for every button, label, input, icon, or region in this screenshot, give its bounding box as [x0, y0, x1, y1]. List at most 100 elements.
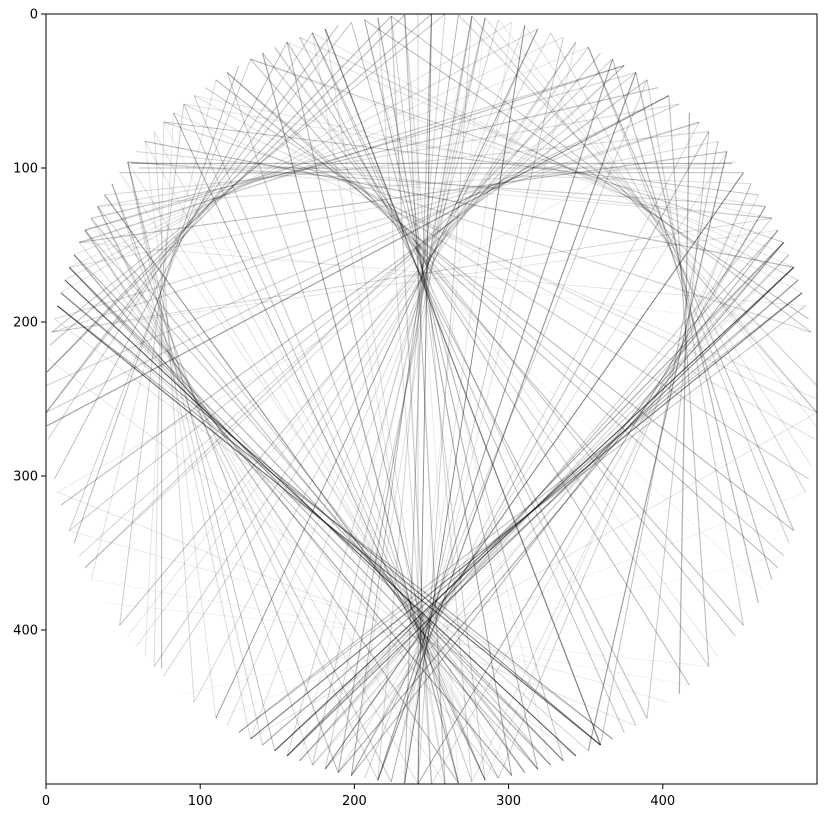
string-line — [299, 229, 779, 762]
string-line — [635, 72, 760, 604]
string-line — [324, 242, 785, 770]
string-line — [417, 206, 766, 784]
x-tick-label: 200 — [342, 794, 367, 809]
string-line — [68, 58, 251, 531]
string-line — [431, 206, 766, 784]
string-line — [350, 229, 779, 776]
string-line — [417, 206, 766, 784]
string-line — [274, 279, 799, 752]
string-line — [364, 19, 552, 766]
string-line — [64, 28, 539, 281]
string-line — [350, 14, 459, 776]
string-line — [84, 229, 459, 784]
string-line — [390, 41, 577, 783]
string-line — [274, 46, 710, 667]
string-line — [364, 19, 539, 770]
string-line — [127, 161, 766, 208]
string-line — [69, 36, 564, 268]
string-line — [311, 17, 486, 766]
string-line — [111, 183, 313, 766]
string-line — [127, 161, 512, 776]
string-line — [127, 161, 263, 746]
string-line — [377, 17, 433, 784]
x-tick-label: 300 — [496, 794, 521, 809]
string-line — [97, 206, 392, 783]
string-line — [286, 266, 795, 757]
string-line — [46, 22, 352, 413]
string-line — [377, 72, 637, 781]
string-line — [64, 279, 577, 757]
string-line — [404, 14, 473, 782]
string-line — [90, 86, 659, 219]
string-line — [193, 32, 552, 703]
y-tick-label: 0 — [30, 8, 38, 23]
string-line — [498, 19, 817, 427]
string-line — [324, 172, 744, 770]
string-line — [46, 25, 339, 413]
string-line — [97, 161, 736, 208]
string-line — [274, 267, 795, 752]
string-line — [68, 72, 637, 532]
string-line — [46, 103, 680, 387]
string-line — [404, 14, 473, 782]
string-line — [611, 58, 773, 580]
string-line — [119, 52, 601, 626]
string-line — [404, 14, 459, 784]
string-line — [51, 121, 700, 333]
string-line — [64, 279, 577, 757]
string-line — [60, 22, 512, 294]
string-line — [119, 104, 185, 626]
string-line — [404, 25, 526, 784]
string-line — [286, 266, 795, 757]
string-line — [68, 266, 564, 762]
string-line — [57, 305, 613, 740]
string-line — [550, 32, 807, 493]
string-line — [97, 206, 379, 781]
string-line — [312, 254, 790, 766]
string-line — [84, 72, 636, 231]
string-line — [337, 242, 785, 773]
string-line — [311, 217, 773, 766]
string-line — [57, 305, 601, 746]
string-line — [286, 254, 790, 757]
string-line — [215, 79, 766, 592]
string-line — [377, 58, 614, 781]
string-line — [238, 292, 803, 733]
string-line — [286, 19, 499, 757]
y-tick-label: 300 — [13, 470, 38, 485]
string-line — [350, 16, 473, 776]
string-line — [404, 25, 526, 784]
string-line — [54, 41, 288, 480]
string-line — [136, 151, 772, 219]
string-line — [104, 131, 709, 196]
string-line — [599, 141, 719, 746]
string-line — [337, 151, 728, 773]
string-line — [471, 15, 817, 413]
string-line — [226, 72, 473, 783]
plot-area — [45, 13, 818, 785]
string-line — [153, 131, 499, 779]
string-line — [173, 112, 817, 400]
string-line — [226, 72, 779, 569]
string-line — [163, 121, 812, 333]
string-line — [678, 112, 691, 694]
string-line — [299, 254, 790, 762]
string-line — [46, 95, 670, 413]
string-line — [261, 52, 459, 784]
string-line — [68, 266, 551, 766]
string-line — [404, 25, 526, 784]
string-line — [84, 58, 613, 569]
string-line — [57, 305, 601, 746]
string-line — [193, 95, 486, 781]
string-line — [238, 305, 806, 733]
string-line — [286, 41, 794, 268]
string-line — [127, 161, 772, 219]
string-line — [46, 14, 406, 373]
string-line — [60, 292, 601, 746]
string-line — [324, 16, 473, 770]
string-line — [250, 292, 803, 740]
string-line — [226, 28, 539, 726]
string-line — [286, 242, 784, 757]
string-line — [127, 47, 589, 637]
string-line — [54, 41, 288, 480]
